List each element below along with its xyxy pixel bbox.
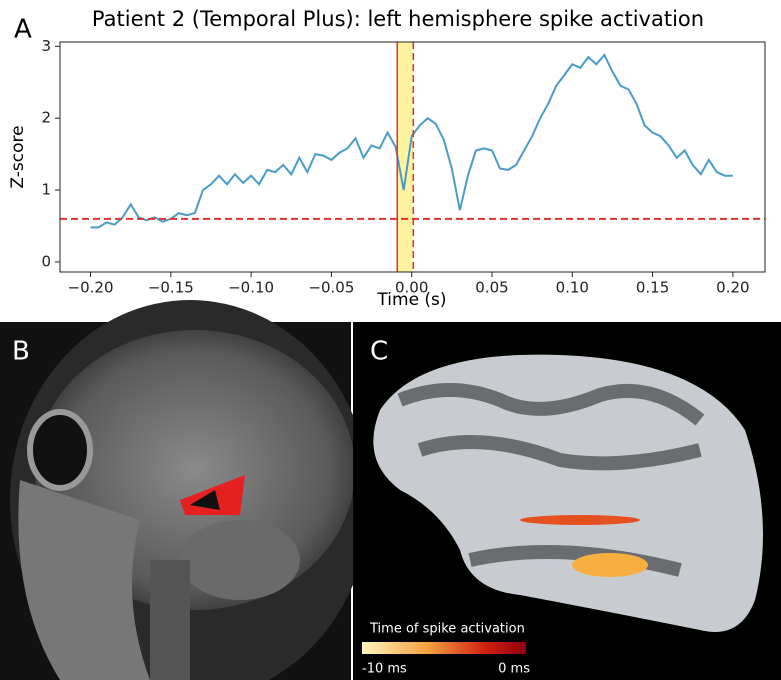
axes-frame (59, 41, 766, 273)
colorbar-label: -10 ms (362, 662, 407, 677)
line-series (90, 53, 733, 229)
x-tick-label: 0.00 (395, 279, 428, 297)
x-tick-label: 0.05 (475, 279, 508, 297)
x-tick-label: 0.20 (716, 279, 749, 297)
x-tick-label: 0.10 (556, 279, 589, 297)
highlight-span (397, 42, 414, 272)
x-axis-label: Time (s) (376, 290, 446, 310)
y-tick-label: 0 (41, 252, 51, 270)
colorbar-title: Time of spike activation (369, 622, 525, 637)
x-tick-label: −0.15 (148, 279, 194, 297)
x-tick-label: −0.20 (68, 279, 114, 297)
panel-label: B (12, 337, 30, 367)
y-tick-label: 2 (41, 109, 51, 127)
y-tick-label: 3 (41, 37, 51, 55)
panel-label: A (14, 15, 32, 45)
x-tick-label: −0.10 (228, 279, 274, 297)
y-axis-label: Z-score (8, 125, 28, 188)
colorbar (362, 642, 526, 654)
brain-panel: C Time of spike activation -10 ms 0 ms (353, 322, 781, 680)
mri-panel: B (0, 300, 370, 680)
plot-area: 0 1 2 3 −0.20 −0.15 −0.10 −0.05 0.00 0.05 0.10 0.15… (41, 37, 766, 297)
x-tick-label: −0.05 (308, 279, 354, 297)
panel-label: C (370, 337, 388, 367)
x-tick-label: 0.15 (636, 279, 669, 297)
colorbar-label: 0 ms (498, 662, 530, 677)
y-tick-label: 1 (41, 181, 51, 199)
chart-title: Patient 2 (Temporal Plus): left hemisphe… (92, 7, 704, 31)
